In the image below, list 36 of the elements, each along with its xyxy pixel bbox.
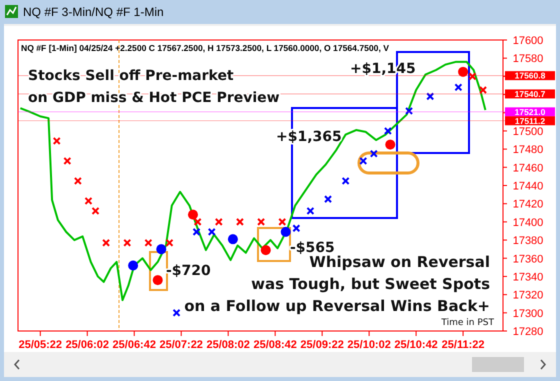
x-tick-label: 25/09:22 bbox=[300, 339, 344, 351]
y-tick-label: 17580 bbox=[512, 53, 544, 66]
ref-line-label: 17560.8 bbox=[514, 70, 546, 81]
ref-line-label: 17521.0 bbox=[514, 106, 546, 117]
y-tick-label: 17400 bbox=[512, 216, 544, 229]
y-tick-label: 17340 bbox=[512, 271, 544, 284]
ref-line-label: 17540.7 bbox=[514, 88, 546, 99]
y-tick-label: 17300 bbox=[512, 308, 544, 320]
ref-line-label: 17511.2 bbox=[514, 116, 546, 126]
chart-subtitle: NQ #F [1-Min] 04/25/24 +2.2500 C 17567.2500, H 17573.2500, L 17560.0000, O 17564.7500, V bbox=[21, 43, 390, 53]
chart-title: NQ #F 3-Min/NQ #F 1-Min bbox=[23, 5, 164, 19]
x-tick-label: 25/11:22 bbox=[442, 339, 484, 351]
annotation: on GDP miss & Hot PCE Preview bbox=[28, 90, 280, 106]
annotation: was Tough, but Sweet Spots bbox=[251, 275, 490, 293]
y-tick-label: 17420 bbox=[512, 198, 544, 211]
y-tick-label: 17600 bbox=[512, 35, 544, 47]
annotation: Whipsaw on Reversal bbox=[309, 253, 490, 271]
y-tick-label: 17500 bbox=[512, 126, 544, 138]
y-tick-label: 17320 bbox=[512, 290, 544, 302]
y-tick-label: 17440 bbox=[512, 180, 544, 192]
annotation: Stocks Sell off Pre-market bbox=[28, 68, 234, 84]
x-tick-label: 25/10:42 bbox=[394, 339, 438, 351]
y-tick-label: 17360 bbox=[512, 253, 544, 266]
x-tick-label: 25/10:02 bbox=[347, 339, 391, 351]
x-tick-label: 25/07:22 bbox=[160, 339, 203, 351]
y-tick-label: 17460 bbox=[512, 162, 544, 174]
y-tick-label: 17480 bbox=[512, 144, 544, 156]
annotation: Time in PST bbox=[440, 318, 494, 328]
x-tick-label: 25/06:02 bbox=[66, 339, 110, 351]
x-tick-label: 25/06:42 bbox=[112, 339, 156, 351]
x-tick-label: 25/08:02 bbox=[206, 339, 250, 351]
y-tick-label: 17380 bbox=[512, 235, 544, 248]
x-tick-label: 25/08:42 bbox=[253, 339, 297, 351]
y-tick-label: 17280 bbox=[512, 326, 544, 338]
annotation: on a Follow up Reversal Wins Back+ bbox=[184, 297, 490, 315]
x-tick-label: 25/05:22 bbox=[18, 339, 62, 351]
